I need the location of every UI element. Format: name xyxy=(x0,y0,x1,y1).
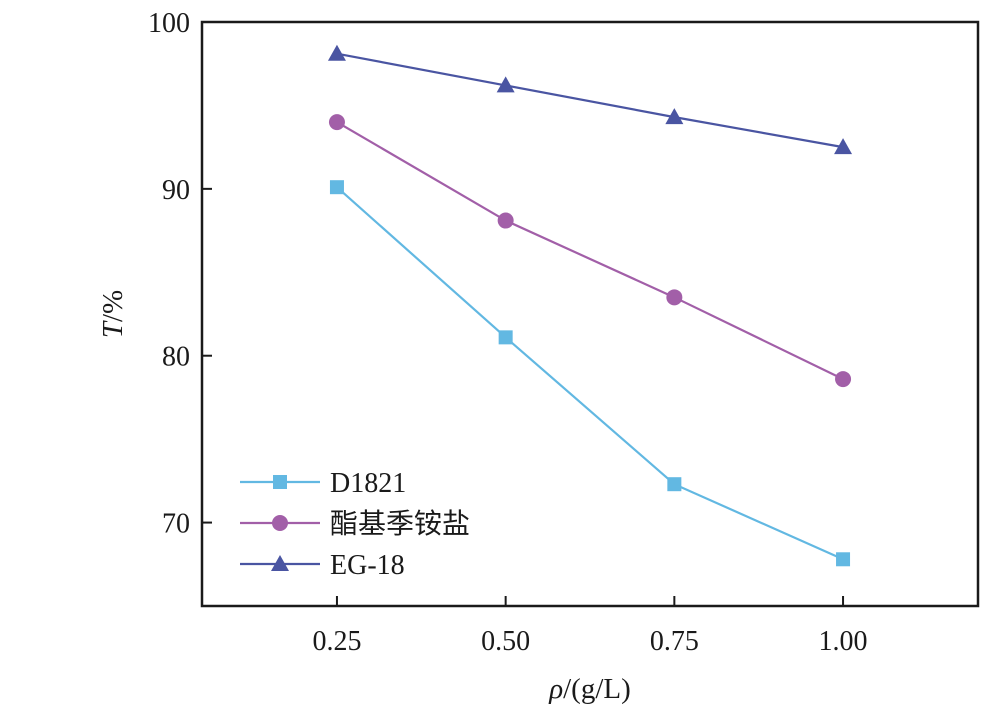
series-line xyxy=(336,186,844,561)
data-point xyxy=(329,180,344,195)
legend-marker xyxy=(273,475,287,489)
data-point xyxy=(835,371,852,388)
data-point xyxy=(836,552,851,567)
series-2 xyxy=(328,114,852,388)
data-point xyxy=(497,212,514,229)
tick-layer: 0.25 0.50 0.75 1.00 70 80 90 100 xyxy=(148,8,868,657)
data-point xyxy=(328,114,345,131)
series-line xyxy=(336,121,844,381)
series-layer xyxy=(327,44,853,567)
data-point xyxy=(665,108,684,125)
plot-frame xyxy=(200,20,980,608)
data-point xyxy=(498,330,513,345)
legend-label: 酯基季铵盐 xyxy=(330,508,470,540)
series-3 xyxy=(327,44,853,155)
x-axis-title-unit: /(g/L) xyxy=(563,673,631,705)
legend-marker xyxy=(272,515,288,531)
x-tick-label: 0.75 xyxy=(650,626,699,657)
data-point xyxy=(667,477,682,492)
y-tick-label: 90 xyxy=(162,175,190,206)
data-point xyxy=(496,76,515,93)
y-tick-label: 80 xyxy=(162,342,190,373)
y-axis-title: T/% xyxy=(97,290,129,338)
legend-label: D1821 xyxy=(330,468,406,499)
y-tick-label: 70 xyxy=(162,509,190,540)
y-axis-title-symbol: T xyxy=(97,320,129,338)
legend-label: EG-18 xyxy=(330,550,405,581)
x-axis-title: ρ/(g/L) xyxy=(548,673,631,705)
legend-item: EG-18 xyxy=(240,550,405,581)
series-line xyxy=(336,52,844,149)
x-tick-label: 0.50 xyxy=(481,626,530,657)
y-axis-title-unit: /% xyxy=(97,290,129,322)
y-tick-label: 100 xyxy=(148,8,190,39)
x-tick-label: 1.00 xyxy=(819,626,868,657)
data-point xyxy=(834,138,853,155)
legend-item: D1821 xyxy=(240,468,406,499)
legend: D1821 酯基季铵盐 EG-18 xyxy=(240,468,470,581)
legend-item: 酯基季铵盐 xyxy=(240,508,470,540)
x-axis-title-symbol: ρ xyxy=(548,673,563,705)
data-point xyxy=(327,44,346,61)
series-1 xyxy=(329,180,851,567)
data-point xyxy=(666,289,683,306)
legend-marker xyxy=(271,555,289,571)
x-tick-label: 0.25 xyxy=(312,626,361,657)
